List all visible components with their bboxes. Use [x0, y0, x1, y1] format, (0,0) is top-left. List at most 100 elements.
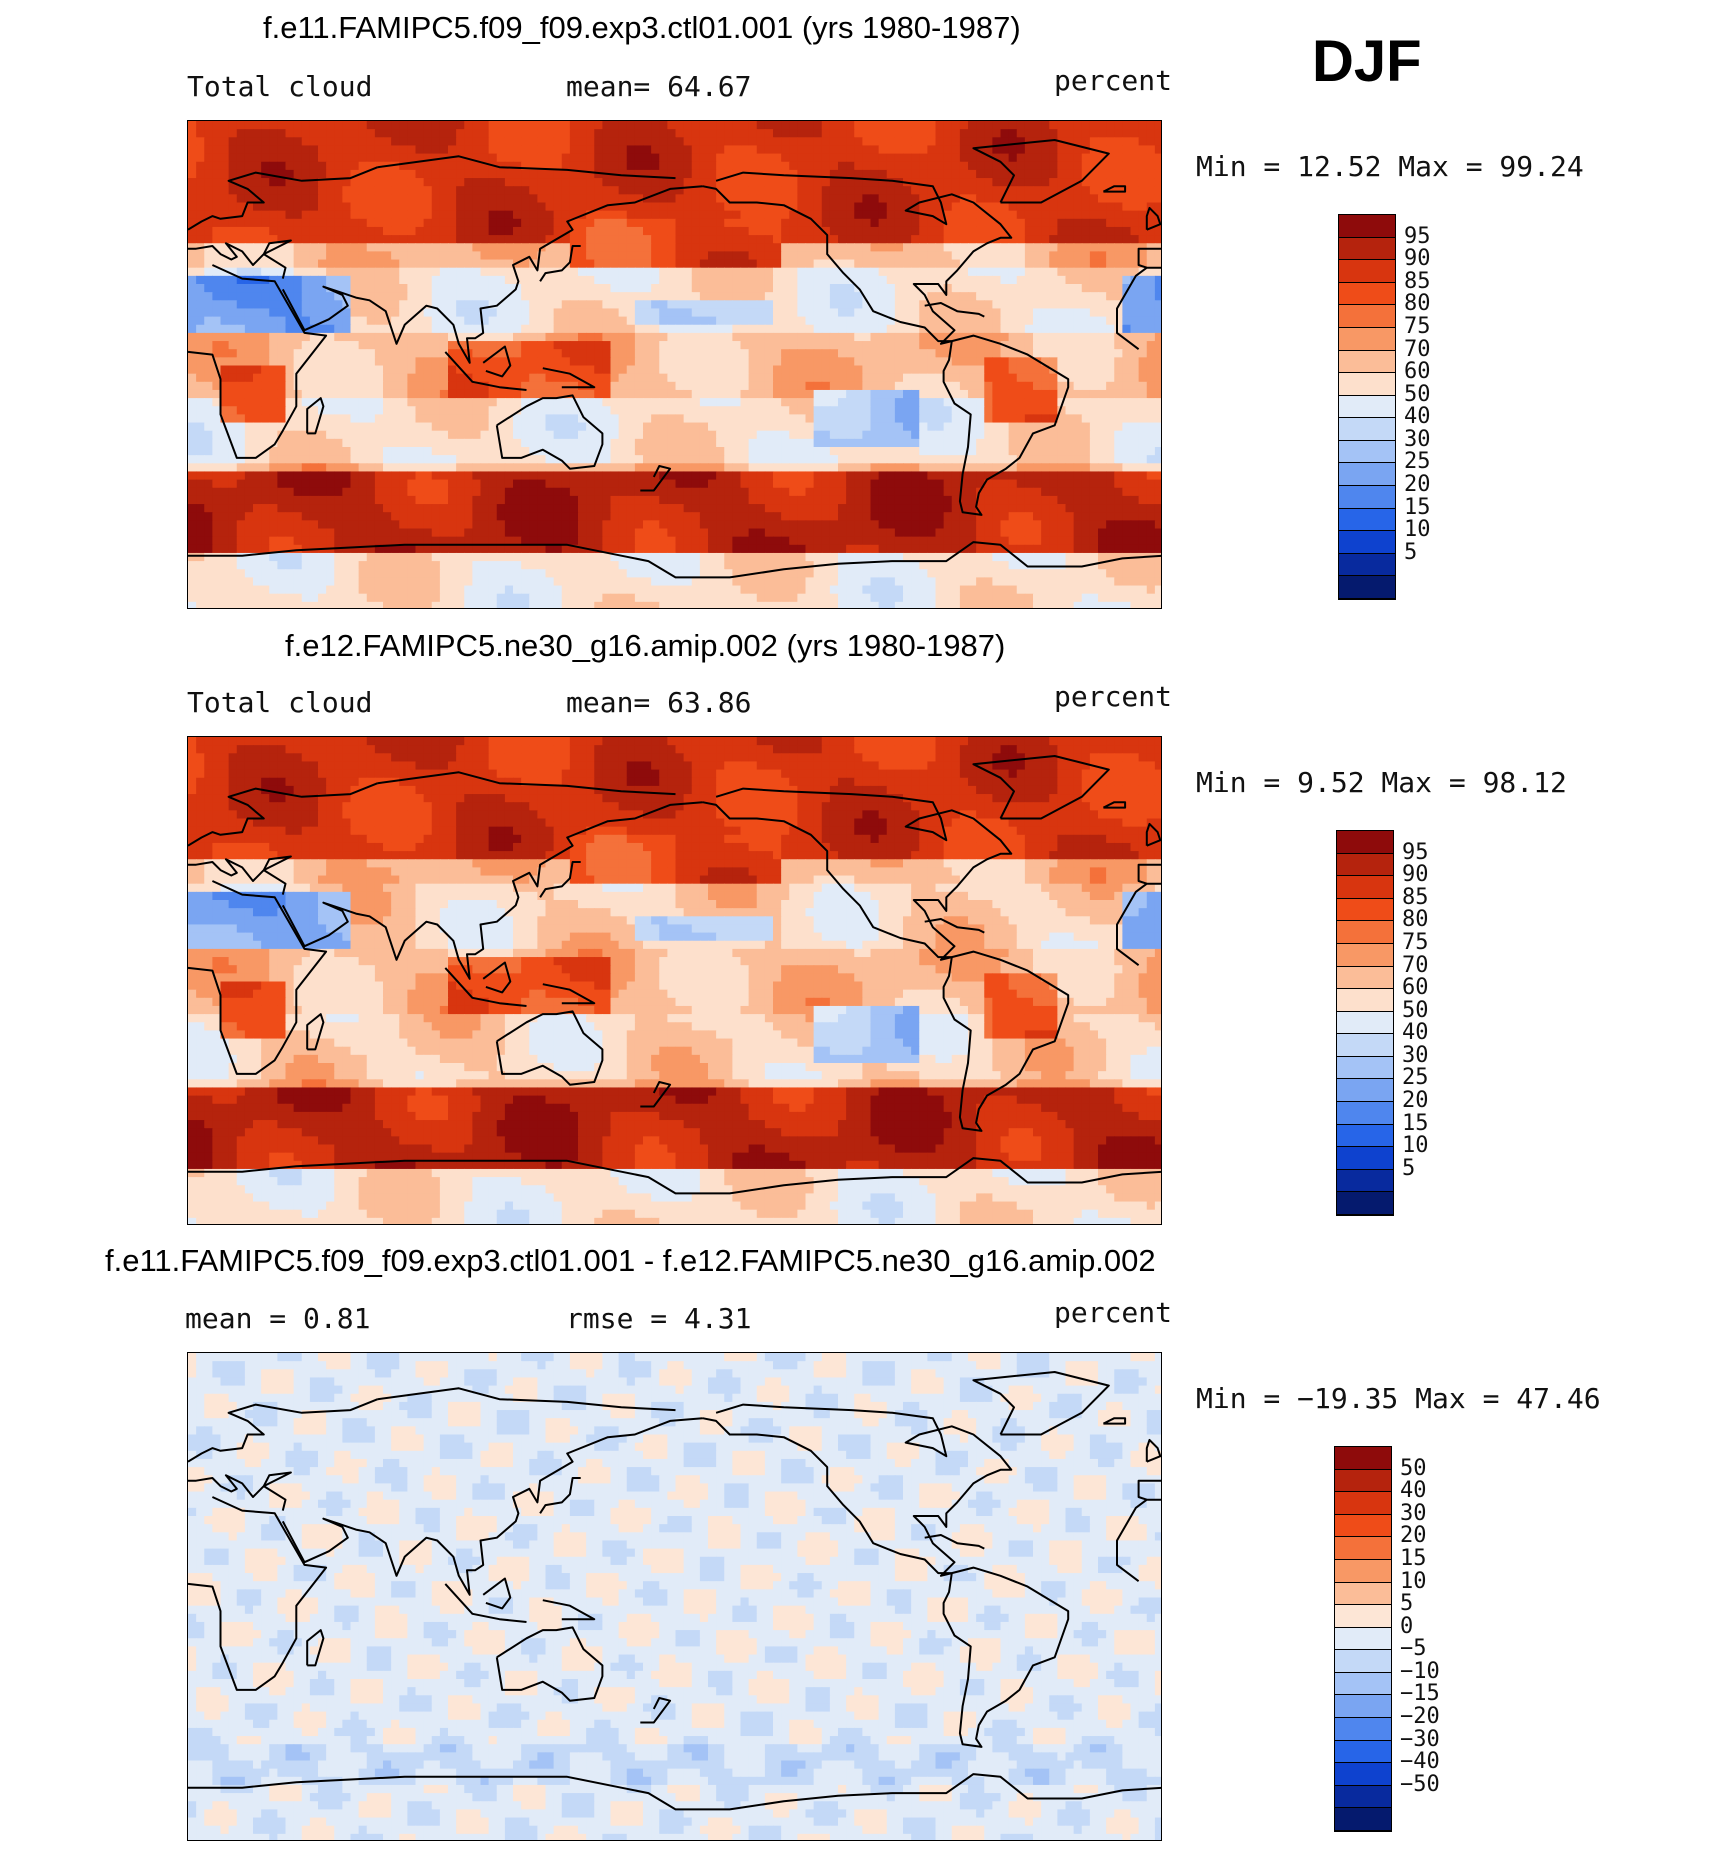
colorbar-tick-label: −30: [1400, 1727, 1440, 1752]
colorbar-tick-label: 20: [1402, 1088, 1429, 1113]
panel1-minmax-label: Min = 12.52 Max = 99.24: [1196, 150, 1584, 183]
coastlines: [188, 1371, 1161, 1811]
colorbar-tick-label: 60: [1404, 359, 1431, 384]
coastline: [542, 367, 596, 389]
coastline: [281, 1417, 703, 1596]
coastline: [1137, 1479, 1161, 1501]
colorbar-tick-label: −15: [1400, 1681, 1440, 1706]
colorbar-tick-label: 30: [1402, 1043, 1429, 1068]
colorbar-tick-label: −10: [1400, 1659, 1440, 1684]
coastline: [188, 782, 378, 847]
colorbar-swatch: [1339, 531, 1395, 554]
coastline: [942, 950, 1070, 1132]
coastline: [1116, 1498, 1161, 1582]
coastline: [188, 541, 1161, 579]
coastline: [306, 397, 325, 435]
coastline: [542, 983, 596, 1005]
coastline: [482, 1577, 512, 1610]
colorbar-swatch: [1337, 921, 1393, 944]
colorbar-swatch: [1337, 1192, 1393, 1215]
coastline: [702, 1403, 1013, 1577]
coastline: [1145, 206, 1161, 231]
colorbar-tick-label: 70: [1404, 337, 1431, 362]
colorbar-tick-label: 15: [1404, 495, 1431, 520]
coastline: [539, 245, 581, 282]
coastline: [306, 1013, 325, 1051]
colorbar-tick-label: 10: [1404, 517, 1431, 542]
colorbar-tick-label: 80: [1404, 291, 1431, 316]
panel3-minmax-label: Min = −19.35 Max = 47.46: [1196, 1382, 1601, 1415]
colorbar-swatch: [1337, 831, 1393, 854]
colorbar-tick-label: 5: [1404, 540, 1417, 565]
coastlines: [188, 755, 1161, 1195]
colorbar-tick-label: 85: [1404, 269, 1431, 294]
colorbar-tick-label: 10: [1402, 1133, 1429, 1158]
panel1-units-label: percent: [1054, 64, 1172, 97]
colorbar-swatch: [1339, 237, 1395, 261]
coastline: [1145, 822, 1161, 847]
colorbar-swatch: [1335, 1718, 1391, 1741]
coastline: [188, 1773, 1161, 1811]
panel3-units-label: percent: [1054, 1296, 1172, 1329]
coastline: [972, 1371, 1110, 1436]
colorbar-swatch: [1335, 1672, 1391, 1696]
coastline: [542, 1599, 596, 1621]
panel2-map: [187, 736, 1162, 1225]
coastline: [1102, 801, 1127, 809]
coastline: [188, 239, 292, 279]
panel2-units-label: percent: [1054, 680, 1172, 713]
colorbar-swatch: [1339, 327, 1395, 351]
colorbar-tick-label: 95: [1402, 840, 1429, 865]
colorbar-swatch: [1339, 576, 1395, 599]
coastlines: [188, 139, 1161, 579]
map-svg: [188, 1353, 1161, 1840]
colorbar-tick-label: −20: [1400, 1704, 1440, 1729]
coastline: [1102, 185, 1127, 193]
coastline: [1116, 882, 1161, 966]
colorbar-swatch: [1335, 1492, 1391, 1515]
panel2-colorbar: [1336, 830, 1394, 1216]
colorbar-swatch: [1335, 1537, 1391, 1560]
colorbar-swatch: [1337, 876, 1393, 899]
colorbar-swatch: [1337, 1079, 1393, 1103]
colorbar-swatch: [1339, 508, 1395, 532]
colorbar-swatch: [1339, 418, 1395, 441]
colorbar-swatch: [1337, 943, 1393, 967]
coastline: [640, 1697, 672, 1724]
panel2-minmax-label: Min = 9.52 Max = 98.12: [1196, 766, 1567, 799]
map-field: [188, 737, 1161, 1224]
coastline: [1137, 247, 1161, 269]
panel1-variable-label: Total cloud: [187, 70, 372, 103]
coastline: [972, 755, 1110, 820]
colorbar-swatch: [1335, 1514, 1391, 1538]
coastline: [444, 351, 527, 391]
colorbar-swatch: [1339, 395, 1395, 419]
colorbar-tick-label: 75: [1402, 930, 1429, 955]
panel3-rmse-label: rmse = 4.31: [566, 1302, 751, 1335]
panel2-variable-label: Total cloud: [187, 686, 372, 719]
colorbar-tick-label: −50: [1400, 1772, 1440, 1797]
colorbar-tick-label: −40: [1400, 1749, 1440, 1774]
colorbar-swatch: [1335, 1763, 1391, 1786]
colorbar-tick-label: 5: [1402, 1156, 1415, 1181]
coastline: [1102, 1417, 1127, 1425]
colorbar-tick-label: 30: [1400, 1501, 1427, 1526]
coastline: [188, 264, 328, 459]
coastline: [188, 166, 378, 231]
coastline: [281, 801, 703, 980]
coastline: [702, 171, 1013, 345]
colorbar-swatch: [1337, 1147, 1393, 1170]
coastline: [377, 1387, 676, 1412]
coastline: [924, 302, 985, 318]
coastline: [188, 880, 328, 1075]
colorbar-swatch: [1335, 1559, 1391, 1583]
colorbar-swatch: [1339, 440, 1395, 464]
coastline: [495, 1010, 604, 1086]
colorbar-swatch: [1335, 1740, 1391, 1764]
map-field: [188, 1353, 1161, 1840]
colorbar-tick-label: 60: [1402, 975, 1429, 1000]
coastline: [539, 1477, 581, 1514]
colorbar-tick-label: 0: [1400, 1614, 1413, 1639]
coastline: [377, 155, 676, 180]
coastline: [972, 139, 1110, 204]
